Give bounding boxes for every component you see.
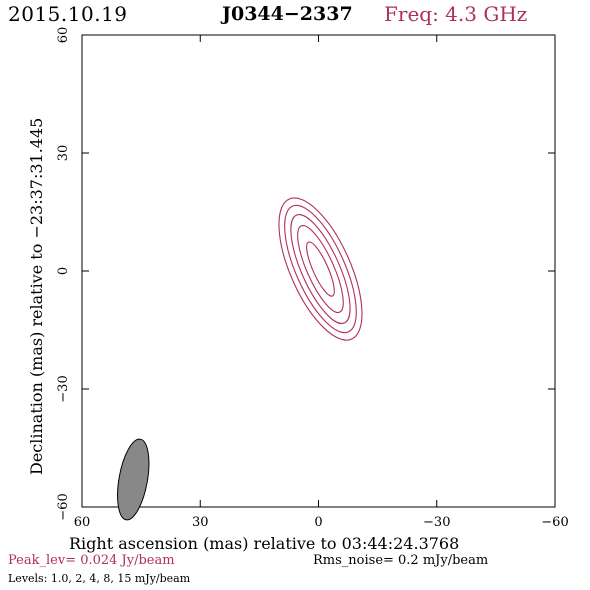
contour-line — [284, 204, 357, 334]
contour-levels: Levels: 1.0, 2, 4, 8, 15 mJy/beam — [8, 572, 191, 585]
x-tick-label: 0 — [314, 515, 322, 530]
y-tick-label: 60 — [56, 27, 71, 44]
frequency-label: Freq: 4.3 GHz — [384, 2, 528, 26]
x-tick-label: −30 — [423, 515, 450, 530]
plot-frame — [81, 34, 556, 508]
x-axis-label: Right ascension (mas) relative to 03:44:… — [69, 534, 459, 553]
contour-set — [278, 197, 363, 341]
y-tick-label: 0 — [56, 267, 71, 275]
y-tick-label: 30 — [56, 145, 71, 162]
y-axis-label: Declination (mas) relative to −23:37:31.… — [27, 118, 46, 475]
peak-level: Peak_lev= 0.024 Jy/beam — [8, 553, 175, 568]
y-tick-label: −60 — [56, 493, 71, 520]
rms-noise: Rms_noise= 0.2 mJy/beam — [313, 553, 489, 568]
x-tick-label: −60 — [541, 515, 568, 530]
beam-ellipse — [117, 438, 150, 521]
contour-line — [290, 214, 351, 325]
axis-ticks — [81, 34, 556, 508]
contour-line — [306, 241, 335, 297]
observation-date: 2015.10.19 — [8, 2, 128, 26]
source-name: J0344−2337 — [222, 3, 353, 25]
x-tick-label: 30 — [192, 515, 209, 530]
y-tick-label: −30 — [56, 375, 71, 402]
x-tick-label: 60 — [74, 515, 91, 530]
contour-line — [297, 225, 344, 314]
contour-line — [278, 197, 363, 341]
beam-ellipse-group — [117, 438, 150, 521]
